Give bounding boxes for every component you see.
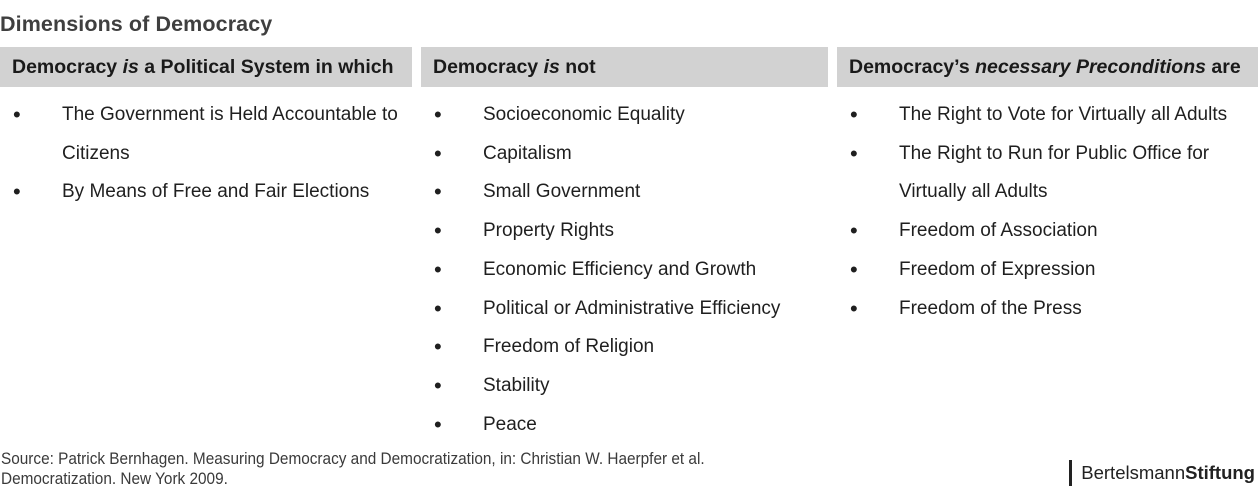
three-column-table: Democracy is a Political System in which… bbox=[0, 47, 1259, 444]
bullet-list-democracy-is: The Government is Held Accountable to Ci… bbox=[0, 96, 412, 212]
logo-vertical-bar-icon bbox=[1069, 460, 1073, 486]
column-democracy-is: Democracy is a Political System in which… bbox=[0, 47, 412, 444]
list-item: Economic Efficiency and Growth bbox=[421, 251, 828, 290]
list-item: Capitalism bbox=[421, 135, 828, 174]
logo-text-bertelsmann: Bertelsmann bbox=[1081, 462, 1186, 483]
bullet-list-democracy-is-not: Socioeconomic EqualityCapitalismSmall Go… bbox=[421, 96, 828, 444]
list-item: Political or Administrative Efficiency bbox=[421, 290, 828, 329]
list-item: The Right to Run for Public Office for V… bbox=[837, 135, 1258, 212]
source-line-1: Source: Patrick Bernhagen. Measuring Dem… bbox=[1, 450, 705, 468]
bullet-list-preconditions: The Right to Vote for Virtually all Adul… bbox=[837, 96, 1258, 328]
list-item: The Government is Held Accountable to Ci… bbox=[0, 96, 412, 173]
header-text: Democracy bbox=[12, 55, 123, 78]
source-citation: Source: Patrick Bernhagen. Measuring Dem… bbox=[1, 449, 705, 489]
header-text: Democracy’s bbox=[849, 55, 976, 78]
bertelsmann-stiftung-logo: Bertelsmann Stiftung bbox=[1069, 460, 1255, 486]
list-item: The Right to Vote for Virtually all Adul… bbox=[837, 96, 1258, 135]
list-item: Freedom of the Press bbox=[837, 290, 1258, 329]
header-text-italic: is bbox=[122, 55, 139, 78]
list-item: Small Government bbox=[421, 173, 828, 212]
logo-text-stiftung: Stiftung bbox=[1185, 462, 1255, 483]
column-preconditions: Democracy’s necessary Preconditions are … bbox=[837, 47, 1258, 444]
header-text: not bbox=[559, 55, 596, 78]
list-item: Freedom of Religion bbox=[421, 328, 828, 367]
column-democracy-is-not: Democracy is not Socioeconomic EqualityC… bbox=[421, 47, 828, 444]
list-item: Freedom of Association bbox=[837, 212, 1258, 251]
header-text: are bbox=[1205, 55, 1241, 78]
list-item: Property Rights bbox=[421, 212, 828, 251]
list-item: Stability bbox=[421, 367, 828, 406]
column-header-democracy-is: Democracy is a Political System in which bbox=[0, 47, 412, 87]
header-text: a Political System in which bbox=[138, 55, 394, 78]
source-line-2: Democratization. New York 2009. bbox=[1, 470, 228, 488]
list-item: Peace bbox=[421, 406, 828, 445]
column-header-preconditions: Democracy’s necessary Preconditions are bbox=[837, 47, 1258, 87]
list-item: Socioeconomic Equality bbox=[421, 96, 828, 135]
column-header-democracy-is-not: Democracy is not bbox=[421, 47, 828, 87]
list-item: Freedom of Expression bbox=[837, 251, 1258, 290]
header-text: Democracy bbox=[433, 55, 544, 78]
page-title: Dimensions of Democracy bbox=[0, 12, 273, 36]
header-text-italic: is bbox=[543, 55, 560, 78]
header-text-italic: necessary Preconditions bbox=[975, 55, 1206, 78]
list-item: By Means of Free and Fair Elections bbox=[0, 173, 412, 212]
